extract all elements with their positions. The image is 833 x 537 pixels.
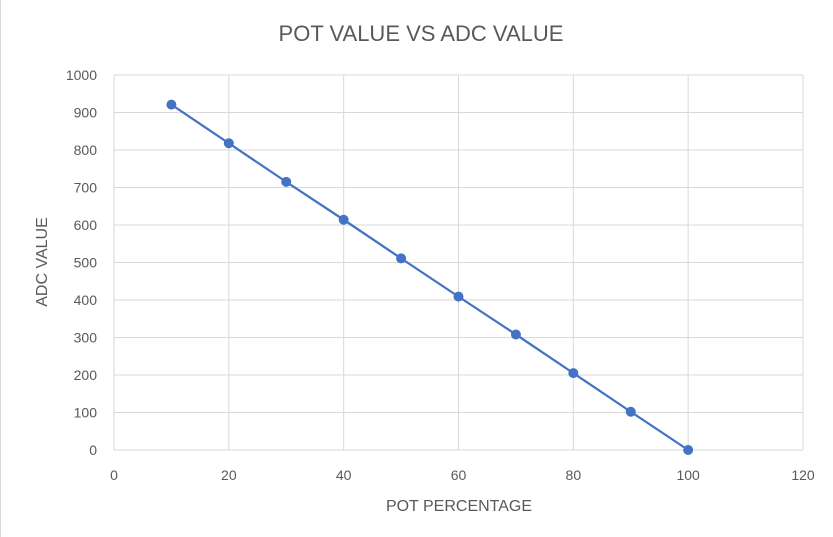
data-point-20 bbox=[223, 138, 234, 149]
y-tick-label-400: 400 bbox=[74, 292, 98, 308]
y-axis-title: ADC VALUE bbox=[34, 217, 51, 307]
data-point-30 bbox=[281, 176, 292, 187]
data-point-60 bbox=[453, 291, 464, 302]
data-point-40 bbox=[338, 214, 349, 225]
y-tick-label-500: 500 bbox=[74, 255, 98, 271]
x-tick-label-0: 0 bbox=[110, 467, 118, 483]
x-tick-label-40: 40 bbox=[336, 467, 352, 483]
y-tick-label-100: 100 bbox=[74, 405, 98, 421]
y-tick-label-300: 300 bbox=[74, 330, 98, 346]
y-tick-label-0: 0 bbox=[89, 442, 97, 458]
x-tick-label-80: 80 bbox=[566, 467, 582, 483]
y-tick-label-1000: 1000 bbox=[66, 67, 97, 83]
data-point-80 bbox=[568, 368, 579, 379]
y-tick-label-800: 800 bbox=[74, 142, 98, 158]
x-tick-label-20: 20 bbox=[221, 467, 237, 483]
data-point-50 bbox=[396, 253, 407, 264]
y-tick-label-200: 200 bbox=[74, 367, 98, 383]
x-axis-title: POT PERCENTAGE bbox=[386, 498, 532, 515]
gridlines bbox=[113, 74, 804, 451]
tick-labels: 0 100 200 300 400 500 600 700 800 900 1000 0 20 40 60 8… bbox=[66, 67, 815, 483]
x-tick-label-100: 100 bbox=[676, 467, 700, 483]
chart-title: POT VALUE VS ADC VALUE bbox=[279, 21, 564, 46]
y-tick-label-700: 700 bbox=[74, 180, 98, 196]
series-line-0 bbox=[170, 103, 689, 451]
data-point-70 bbox=[510, 329, 521, 340]
y-tick-label-600: 600 bbox=[74, 217, 98, 233]
x-tick-label-120: 120 bbox=[791, 467, 815, 483]
x-tick-label-60: 60 bbox=[451, 467, 467, 483]
data-series bbox=[166, 99, 694, 455]
y-tick-label-900: 900 bbox=[74, 105, 98, 121]
data-point-100 bbox=[683, 445, 694, 455]
data-point-90 bbox=[625, 406, 636, 417]
data-point-10 bbox=[166, 99, 177, 110]
